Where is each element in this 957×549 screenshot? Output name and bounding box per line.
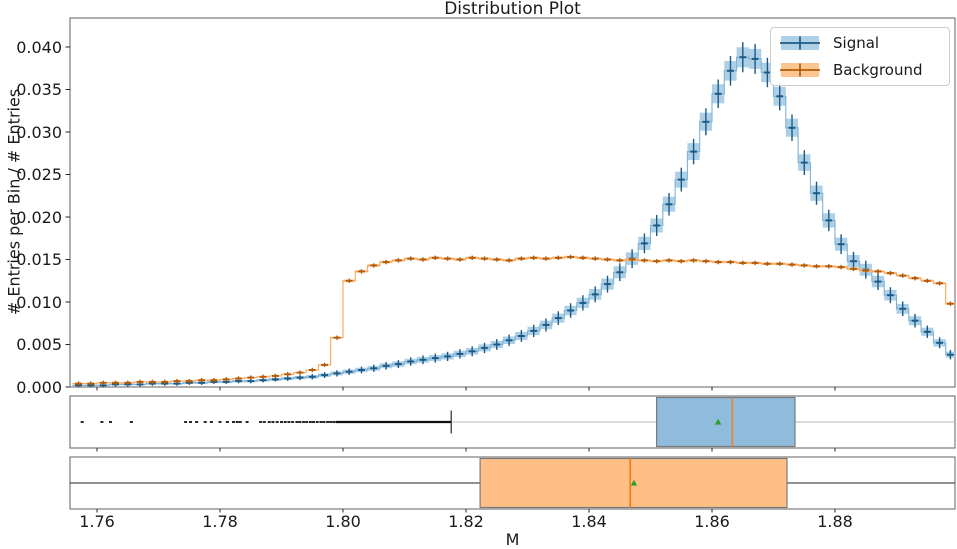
outlier-dash	[312, 421, 315, 423]
signal-boxplot	[80, 396, 955, 448]
outlier-dash	[315, 421, 319, 423]
outlier-dash	[275, 421, 279, 423]
signal-errorbar-markers	[75, 42, 954, 388]
outlier-dash	[259, 421, 263, 423]
x-tick-label: 1.78	[202, 512, 238, 531]
outlier-dash	[326, 421, 330, 423]
outlier-dash	[298, 421, 302, 423]
outlier-dash	[308, 421, 312, 423]
outlier-dash	[184, 421, 188, 423]
outlier-dash	[225, 421, 229, 423]
y-tick-label: 0.035	[16, 80, 62, 99]
outlier-dash	[305, 421, 309, 423]
background-error-band	[72, 255, 955, 384]
y-tick-label: 0.015	[16, 250, 62, 269]
outlier-dash	[203, 421, 207, 423]
signal-step-line	[72, 56, 955, 386]
signal-boxplot-frame	[69, 395, 956, 449]
y-tick-label: 0.020	[16, 207, 62, 227]
outlier-dash	[295, 421, 299, 423]
outlier-dash	[189, 421, 192, 423]
outlier-dash	[319, 421, 323, 423]
y-tick-label: 0.010	[16, 292, 62, 312]
x-tick-label: 1.80	[325, 512, 361, 531]
outlier-dash	[302, 421, 306, 423]
outlier-dash	[100, 421, 104, 423]
outlier-dash	[218, 421, 222, 423]
y-tick-label: 0.000	[16, 377, 62, 397]
x-tick-label: 1.84	[571, 512, 607, 531]
background-errorbar-swatch-icon	[780, 61, 820, 79]
legend-item-signal: Signal	[771, 30, 949, 56]
plot-title: Distribution Plot	[444, 0, 581, 19]
outlier-dash	[109, 421, 112, 423]
y-tick-label: 0.040	[16, 37, 62, 57]
y-tick-label: 0.025	[16, 165, 62, 184]
outlier-dash	[235, 421, 239, 423]
outlier-dash	[271, 421, 275, 423]
legend-item-background: Background	[771, 57, 949, 83]
mean-triangle-marker	[630, 479, 638, 486]
x-tick-label: 1.86	[694, 512, 730, 531]
tick-marks	[65, 46, 836, 513]
background-histogram	[72, 254, 955, 386]
outlier-dash	[332, 421, 336, 423]
outlier-dash	[238, 421, 242, 423]
y-tick-label: 0.030	[16, 122, 62, 142]
outlier-dash	[287, 421, 291, 423]
outlier-dash	[262, 421, 266, 423]
outlier-dash	[129, 421, 133, 423]
outlier-dash	[291, 421, 295, 423]
legend: Signal Background	[770, 27, 950, 86]
outlier-dash	[267, 421, 271, 423]
signal-histogram	[72, 42, 955, 388]
signal-errorbar-swatch-icon	[780, 34, 820, 52]
outlier-dash	[280, 421, 283, 423]
iqr-box	[479, 457, 788, 509]
outlier-dash	[329, 421, 333, 423]
iqr-box	[655, 396, 796, 448]
background-boxplot	[69, 457, 955, 509]
background-step-line	[72, 256, 955, 385]
x-tick-label: 1.76	[79, 512, 115, 531]
y-tick-label: 0.005	[16, 335, 62, 354]
main-panel-frame	[69, 17, 956, 388]
outlier-dash	[232, 421, 235, 423]
outlier-dash	[80, 421, 84, 423]
legend-label-background: Background	[833, 61, 923, 80]
x-tick-label: 1.82	[448, 512, 484, 531]
outlier-dash	[322, 421, 326, 423]
mean-triangle-marker	[714, 418, 722, 425]
outlier-dash	[195, 421, 199, 423]
outlier-dash	[283, 421, 287, 423]
outlier-dash	[245, 421, 249, 423]
background-errorbar-markers	[75, 254, 954, 386]
outlier-dash	[209, 421, 213, 423]
x-tick-label: 1.88	[817, 512, 853, 531]
x-axis-label: M	[505, 530, 520, 549]
legend-label-signal: Signal	[833, 33, 880, 52]
